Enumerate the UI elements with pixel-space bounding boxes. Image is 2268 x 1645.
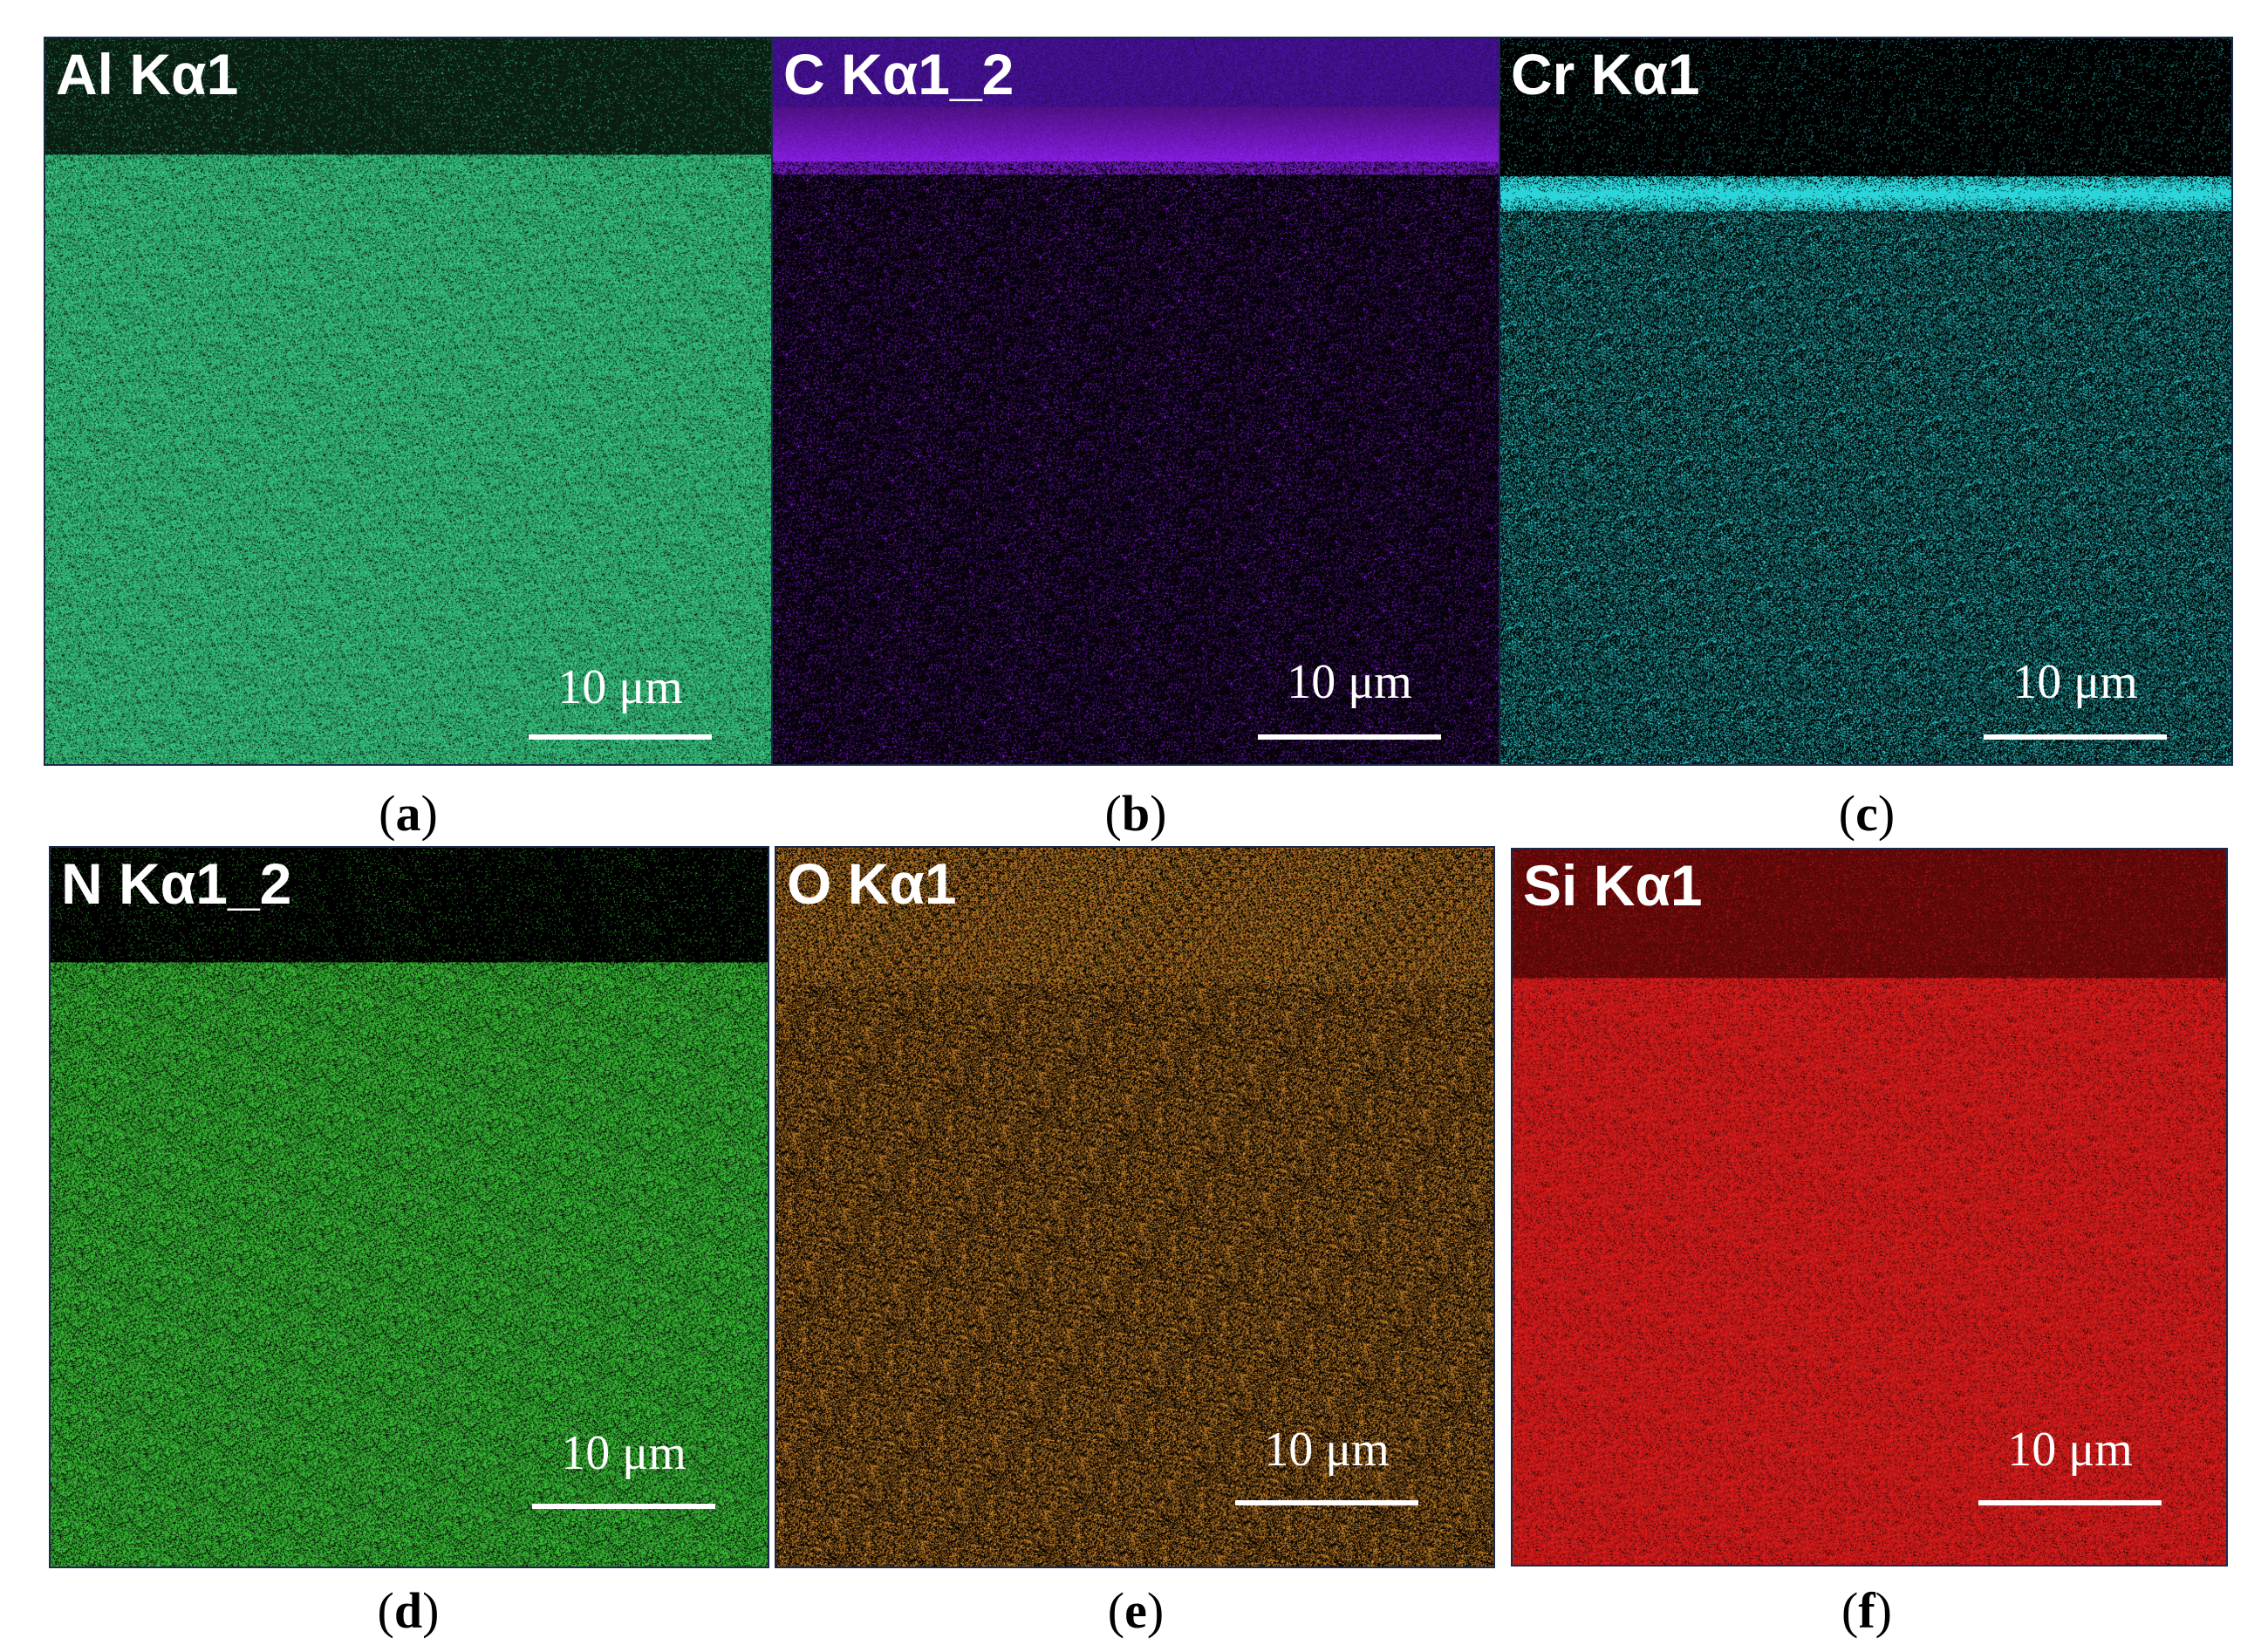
eds-map-si: Si Kα1 10 μm: [1511, 848, 2228, 1567]
eds-map-c-image: [773, 38, 1499, 764]
scale-bar-text-al: 10 μm: [557, 660, 683, 714]
scale-bar-line-si: [1978, 1500, 2162, 1505]
element-label-n: N Kα1_2: [61, 851, 292, 916]
scale-bar-o: 10 μm: [1235, 1425, 1418, 1505]
element-label-c: C Kα1_2: [783, 42, 1014, 106]
scale-bar-text-n: 10 μm: [561, 1426, 687, 1480]
eds-map-o-image: [776, 848, 1493, 1567]
scale-bar-si: 10 μm: [1978, 1425, 2162, 1505]
scale-bar-text-c: 10 μm: [1287, 655, 1412, 709]
scale-bar-line-al: [529, 734, 712, 740]
eds-map-c: C Kα1_2 10 μm: [771, 37, 1500, 766]
scale-bar-line-o: [1235, 1500, 1418, 1505]
scale-bar-c: 10 μm: [1258, 658, 1441, 740]
element-label-al: Al Kα1: [56, 42, 239, 106]
eds-map-si-image: [1513, 850, 2226, 1565]
scale-bar-text-si: 10 μm: [2007, 1423, 2133, 1477]
eds-map-o: O Kα1 10 μm: [775, 846, 1495, 1568]
scale-bar-al: 10 μm: [529, 663, 712, 740]
eds-map-cr-image: [1500, 38, 2231, 764]
eds-map-n: N Kα1_2 10 μm: [49, 846, 769, 1568]
caption-b: (b): [1104, 785, 1167, 842]
scale-bar-text-cr: 10 μm: [2012, 655, 2138, 709]
element-label-cr: Cr Kα1: [1511, 42, 1700, 106]
scale-bar-n: 10 μm: [532, 1429, 715, 1509]
scale-bar-line-c: [1258, 734, 1441, 740]
eds-map-al-image: [45, 38, 771, 764]
caption-c: (c): [1838, 785, 1896, 842]
eds-map-al: Al Kα1 10 μm: [44, 37, 773, 766]
element-label-o: O Kα1: [787, 851, 957, 916]
eds-map-n-image: [51, 848, 768, 1567]
caption-d: (d): [377, 1582, 440, 1639]
caption-a: (a): [379, 785, 438, 842]
element-label-si: Si Kα1: [1523, 853, 1703, 918]
scale-bar-line-cr: [1984, 734, 2167, 740]
eds-map-cr: Cr Kα1 10 μm: [1499, 37, 2233, 766]
scale-bar-line-n: [532, 1504, 715, 1509]
scale-bar-text-o: 10 μm: [1264, 1423, 1390, 1477]
caption-f: (f): [1841, 1582, 1892, 1639]
scale-bar-cr: 10 μm: [1984, 658, 2167, 740]
caption-e: (e): [1107, 1582, 1165, 1639]
